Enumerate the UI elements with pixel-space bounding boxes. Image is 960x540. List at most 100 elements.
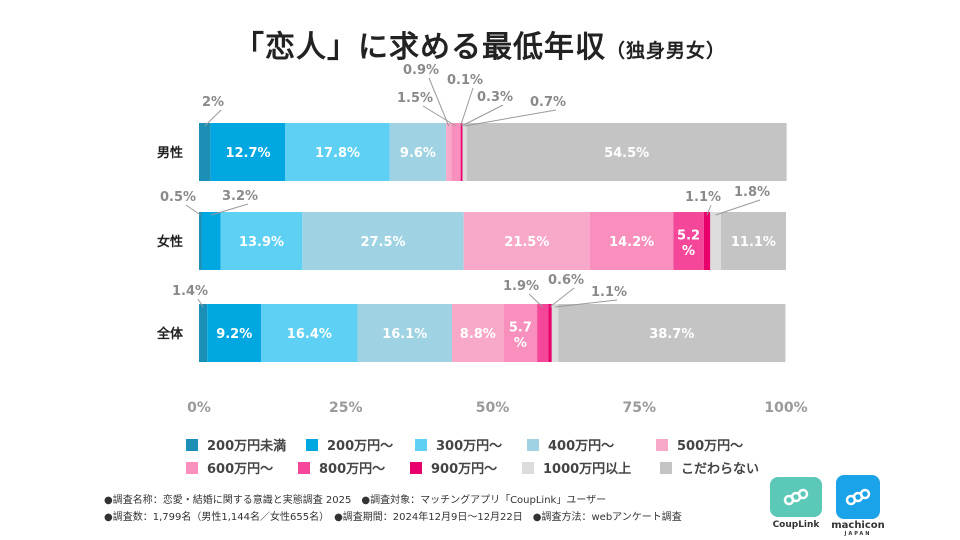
data-label: 1.9% bbox=[503, 279, 539, 294]
legend-swatch bbox=[410, 461, 422, 474]
bar-segment bbox=[199, 123, 211, 181]
data-label: 0.5% bbox=[160, 190, 196, 205]
legend-swatch bbox=[306, 438, 318, 451]
category-label: 女性 bbox=[157, 234, 183, 250]
data-label: 0.7% bbox=[530, 95, 566, 110]
legend-item: 200万円〜 bbox=[306, 435, 393, 454]
category-label: 全体 bbox=[156, 326, 184, 342]
data-label: 16.1% bbox=[382, 327, 427, 342]
data-label: 1.1% bbox=[591, 285, 627, 300]
bar-segment bbox=[220, 212, 303, 270]
title-sub: （独身男女） bbox=[605, 40, 726, 62]
bar-segment bbox=[201, 212, 221, 270]
bar-segment bbox=[199, 212, 202, 270]
legend-item: 1000万円以上 bbox=[522, 458, 631, 477]
leader-line bbox=[211, 203, 249, 216]
legend-swatch bbox=[415, 438, 427, 451]
bar-segment bbox=[589, 212, 674, 270]
legend-swatch bbox=[660, 461, 672, 474]
bar-segment bbox=[551, 304, 559, 362]
data-label: 1.8% bbox=[734, 185, 770, 200]
data-label: 12.7% bbox=[225, 146, 270, 161]
machicon-logo-mark bbox=[845, 488, 871, 506]
legend-item: こだわらない bbox=[660, 458, 759, 477]
legend-item: 500万円〜 bbox=[656, 435, 743, 454]
legend-label: 1000万円以上 bbox=[543, 462, 632, 477]
bar-segment bbox=[261, 304, 358, 362]
bar-segment bbox=[537, 304, 549, 362]
bar-segment bbox=[710, 212, 721, 270]
bar-segment bbox=[460, 123, 463, 181]
footnote-survey: ●調査名称：恋愛・結婚に関する意識と実態調査 2025 ●調査対象：マッチングア… bbox=[104, 495, 607, 506]
machicon-logo-text: machicon bbox=[831, 520, 885, 531]
couplink-logo-mark bbox=[783, 488, 809, 506]
data-label: 17.8% bbox=[315, 146, 360, 161]
data-label: 1.5% bbox=[397, 91, 433, 106]
data-label: 5.7% bbox=[509, 321, 532, 352]
couplink-logo bbox=[770, 477, 822, 517]
legend-label: 200万円〜 bbox=[327, 439, 394, 454]
x-tick-label: 100% bbox=[764, 400, 807, 416]
legend-item: 800万円〜 bbox=[298, 458, 385, 477]
leader-line bbox=[197, 298, 204, 308]
bar-segment bbox=[199, 304, 208, 362]
bar-segment bbox=[285, 123, 390, 181]
data-label: 0.3% bbox=[477, 90, 513, 105]
data-label: 27.5% bbox=[360, 235, 405, 250]
data-label: 2% bbox=[202, 95, 224, 110]
data-label: 9.2% bbox=[216, 327, 252, 342]
machicon-logo bbox=[836, 475, 880, 519]
bar-segment bbox=[466, 123, 787, 181]
data-label: 14.2% bbox=[609, 235, 654, 250]
legend-label: 900万円〜 bbox=[431, 462, 498, 477]
bar-segment bbox=[703, 212, 711, 270]
bar-segment bbox=[357, 304, 452, 362]
data-label: 0.6% bbox=[548, 273, 584, 288]
data-label: 38.7% bbox=[649, 327, 694, 342]
bar-segment bbox=[451, 304, 504, 362]
legend-label: 500万円〜 bbox=[677, 439, 744, 454]
data-label: 1.1% bbox=[685, 190, 721, 205]
data-label: 13.9% bbox=[239, 235, 284, 250]
data-label: 16.4% bbox=[287, 327, 332, 342]
legend-label: 600万円〜 bbox=[207, 462, 274, 477]
bar-segment bbox=[463, 212, 590, 270]
leader-line bbox=[204, 109, 222, 127]
bar-segment bbox=[460, 123, 461, 181]
leader-line bbox=[554, 299, 618, 308]
data-label: 3.2% bbox=[222, 189, 258, 204]
bar-segment bbox=[720, 212, 786, 270]
title-main: 「恋人」に求める最低年収 bbox=[233, 30, 606, 65]
legend-swatch bbox=[527, 438, 539, 451]
legend-swatch bbox=[656, 438, 668, 451]
legend-swatch bbox=[186, 461, 198, 474]
data-label: 0.1% bbox=[447, 73, 483, 88]
legend-swatch bbox=[522, 461, 534, 474]
legend-label: 800万円〜 bbox=[319, 462, 386, 477]
category-label: 男性 bbox=[157, 145, 183, 161]
bar-segment bbox=[673, 212, 704, 270]
leader-line bbox=[715, 199, 761, 216]
leader-line bbox=[428, 77, 450, 127]
data-label: 11.1% bbox=[731, 235, 776, 250]
legend-swatch bbox=[298, 461, 310, 474]
leader-line bbox=[461, 104, 504, 127]
bar-segment bbox=[389, 123, 447, 181]
legend-item: 900万円〜 bbox=[410, 458, 497, 477]
x-tick-label: 50% bbox=[476, 400, 510, 416]
leader-line bbox=[528, 293, 544, 308]
footnote-sample: ●調査数：1,799名（男性1,144名／女性655名） ●調査期間：2024年… bbox=[104, 512, 682, 523]
chart-title: 「恋人」に求める最低年収（独身男女） bbox=[0, 22, 960, 66]
leader-line bbox=[422, 105, 457, 127]
legend-label: 400万円〜 bbox=[548, 439, 615, 454]
legend-item: 600万円〜 bbox=[186, 458, 273, 477]
leader-line bbox=[706, 204, 712, 216]
bar-segment bbox=[462, 123, 467, 181]
legend-item: 300万円〜 bbox=[415, 435, 502, 454]
data-label: 21.5% bbox=[504, 235, 549, 250]
x-tick-label: 75% bbox=[622, 400, 656, 416]
leader-line bbox=[549, 287, 575, 308]
leader-line bbox=[464, 109, 557, 127]
bar-segment bbox=[207, 304, 262, 362]
